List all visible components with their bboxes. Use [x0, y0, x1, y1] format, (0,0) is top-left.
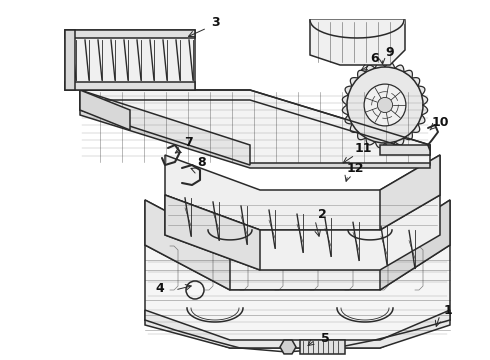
Text: 9: 9: [386, 45, 394, 58]
Polygon shape: [380, 200, 450, 290]
Text: 6: 6: [371, 51, 379, 64]
Polygon shape: [80, 108, 430, 168]
Circle shape: [377, 98, 392, 113]
Polygon shape: [65, 30, 75, 90]
Polygon shape: [80, 90, 130, 130]
Circle shape: [364, 84, 406, 126]
Text: 7: 7: [184, 136, 193, 149]
Text: 4: 4: [156, 282, 164, 294]
Text: 8: 8: [197, 157, 206, 170]
Polygon shape: [80, 90, 430, 165]
Polygon shape: [280, 340, 296, 354]
Polygon shape: [80, 90, 250, 165]
Polygon shape: [145, 310, 450, 348]
Text: 10: 10: [431, 116, 449, 129]
Text: 11: 11: [354, 141, 372, 154]
Polygon shape: [380, 155, 440, 230]
Polygon shape: [65, 82, 195, 90]
Polygon shape: [343, 62, 428, 148]
Polygon shape: [380, 145, 430, 155]
Text: 5: 5: [320, 332, 329, 345]
Text: 1: 1: [443, 303, 452, 316]
Polygon shape: [65, 30, 195, 38]
Polygon shape: [145, 200, 230, 290]
Text: 12: 12: [346, 162, 364, 175]
Polygon shape: [165, 155, 440, 230]
Polygon shape: [145, 245, 450, 348]
Polygon shape: [165, 195, 260, 270]
Text: 3: 3: [211, 15, 220, 28]
Polygon shape: [145, 200, 450, 290]
Text: 2: 2: [318, 208, 326, 221]
Polygon shape: [310, 20, 405, 65]
Polygon shape: [300, 340, 345, 354]
Polygon shape: [65, 30, 195, 90]
Polygon shape: [165, 195, 440, 270]
